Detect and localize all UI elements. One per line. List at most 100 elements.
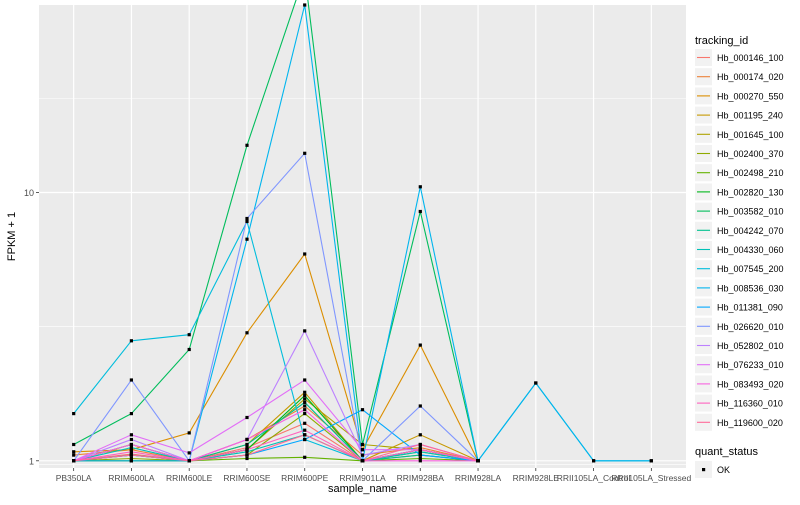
legend-title: tracking_id (695, 35, 748, 47)
legend-label: Hb_007545_200 (717, 264, 784, 274)
legend-label: Hb_083493_020 (717, 379, 784, 389)
legend-label: Hb_011381_090 (717, 303, 783, 313)
legend-label: Hb_004330_060 (717, 245, 784, 255)
data-point (303, 400, 307, 404)
shape-legend-title: quant_status (695, 446, 758, 458)
data-point (418, 343, 422, 347)
data-point (129, 412, 133, 416)
data-point (418, 404, 422, 408)
data-point (418, 456, 422, 461)
x-tick-label: RRIM928BA (397, 473, 445, 483)
legend-label: Hb_052802_010 (717, 341, 784, 351)
series-line (73, 379, 479, 462)
data-point (245, 448, 249, 452)
data-point (129, 446, 133, 450)
x-tick-label: RRIM901LA (339, 473, 386, 483)
data-point (303, 378, 307, 382)
legend-label: Hb_004242_070 (717, 226, 784, 236)
data-point (245, 456, 249, 461)
data-point (418, 433, 422, 437)
data-point (129, 437, 133, 442)
legend-label: Hb_026620_010 (717, 322, 784, 332)
data-point (72, 459, 76, 463)
data-point (360, 453, 365, 457)
data-point (303, 408, 307, 412)
data-point (303, 252, 307, 256)
data-point (129, 442, 133, 447)
data-point (129, 378, 133, 382)
x-tick-label: RRIM928LE (513, 473, 560, 483)
x-tick-label: RRIM600PE (281, 473, 329, 483)
legend-label: Hb_002498_210 (717, 168, 784, 178)
data-point (418, 453, 422, 457)
data-point (534, 381, 538, 385)
data-point (245, 415, 249, 420)
grid-lines (39, 5, 686, 468)
data-point (245, 453, 249, 457)
data-point (245, 446, 249, 450)
data-points (72, 3, 653, 463)
series-line (73, 409, 478, 462)
data-point (360, 442, 365, 447)
data-point (360, 459, 365, 463)
data-point (129, 453, 133, 457)
data-point (418, 185, 422, 189)
data-point (245, 143, 249, 147)
data-point (129, 433, 133, 437)
data-point (360, 408, 365, 412)
data-point (418, 448, 422, 452)
legend-label: Hb_119600_020 (717, 418, 783, 428)
legend-label: Hb_001195_240 (717, 111, 783, 121)
data-point (245, 331, 249, 335)
series-line (73, 0, 479, 461)
y-tick-label: 1 (29, 456, 34, 466)
legend-label: Hb_002820_130 (717, 187, 784, 197)
data-point (187, 347, 191, 352)
data-point (72, 450, 76, 454)
series-line (73, 434, 479, 462)
series-line (73, 329, 479, 462)
x-tick-label: RRIM600LA (108, 473, 155, 483)
data-point (303, 433, 307, 437)
data-point (303, 3, 307, 7)
data-point (129, 450, 133, 454)
data-point (303, 151, 307, 155)
data-point (303, 455, 307, 459)
data-point (245, 442, 249, 447)
data-point (303, 421, 307, 425)
series-line (73, 434, 479, 462)
data-point (129, 459, 133, 463)
axes: 1 10 PB350LA RRIM600LA RRIM600LE RRIM600SE RRI… (24, 188, 692, 483)
data-point (245, 237, 249, 241)
data-point (476, 459, 480, 463)
data-point (303, 428, 307, 432)
data-point (303, 412, 307, 416)
legend-label: Hb_003582_010 (717, 207, 784, 217)
data-point (72, 442, 76, 447)
data-point (303, 394, 307, 398)
data-point (245, 450, 249, 454)
legend-label: Hb_002400_370 (717, 149, 784, 159)
y-axis-title: FPKM + 1 (6, 212, 18, 261)
data-point (303, 390, 307, 394)
data-point (303, 437, 307, 442)
data-point (303, 404, 307, 408)
data-point (72, 412, 76, 416)
data-point (187, 451, 191, 455)
data-point (129, 456, 133, 461)
data-point (245, 216, 249, 221)
x-axis-title: sample_name (328, 483, 397, 495)
x-tick-label: RRIM600SE (223, 473, 271, 483)
legend-label: Hb_000174_020 (717, 72, 784, 82)
shape-legend-label: OK (717, 465, 730, 475)
legend-label: Hb_001645_100 (717, 130, 784, 140)
data-point (129, 448, 133, 452)
x-tick-label: RRII105LA_Control (557, 473, 631, 483)
legend: tracking_id quant_status Hb_000146_100 Hb… (695, 35, 784, 478)
data-point (303, 397, 307, 401)
series-line (73, 429, 479, 462)
data-point (129, 339, 133, 343)
data-point (187, 431, 191, 435)
data-point (360, 448, 365, 452)
